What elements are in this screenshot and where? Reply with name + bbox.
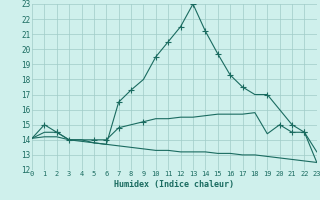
- X-axis label: Humidex (Indice chaleur): Humidex (Indice chaleur): [115, 180, 234, 189]
